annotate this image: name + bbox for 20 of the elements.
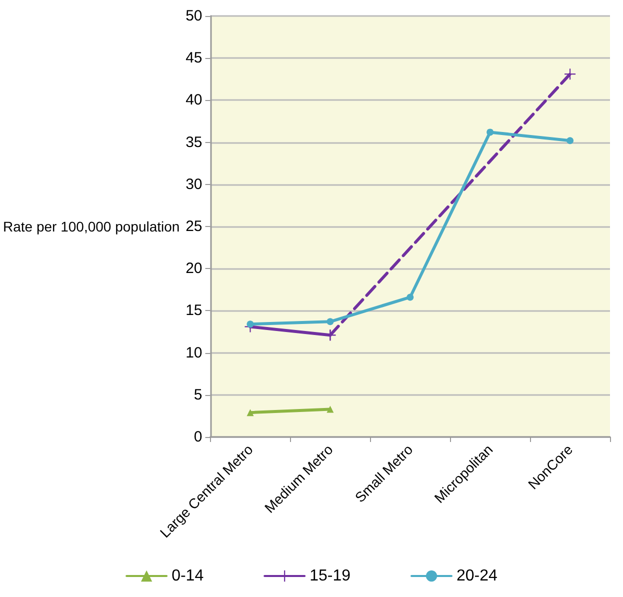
y-tick-label: 15 (186, 302, 202, 320)
y-tick-label: 30 (186, 176, 202, 193)
point (406, 294, 414, 301)
y-tick-label: 5 (194, 386, 202, 404)
point (486, 128, 494, 136)
legend-label: 15-19 (310, 568, 351, 584)
y-tick-label: 10 (186, 344, 202, 362)
y-tick-label: 0 (194, 428, 202, 446)
y-tick-label: 45 (186, 50, 202, 67)
y-tick-label: 25 (186, 218, 202, 235)
y-tick-label: 35 (186, 134, 202, 151)
y-tick-label: 50 (186, 8, 202, 24)
legend-label: 0-14 (172, 568, 204, 584)
y-tick-label: 40 (186, 92, 202, 109)
y-axis-title: Rate per 100,000 population (2, 218, 180, 234)
point (326, 318, 334, 326)
point (246, 320, 254, 328)
y-tick-label: 20 (186, 260, 202, 278)
legend-label: 20-24 (456, 568, 498, 584)
point (566, 137, 574, 144)
